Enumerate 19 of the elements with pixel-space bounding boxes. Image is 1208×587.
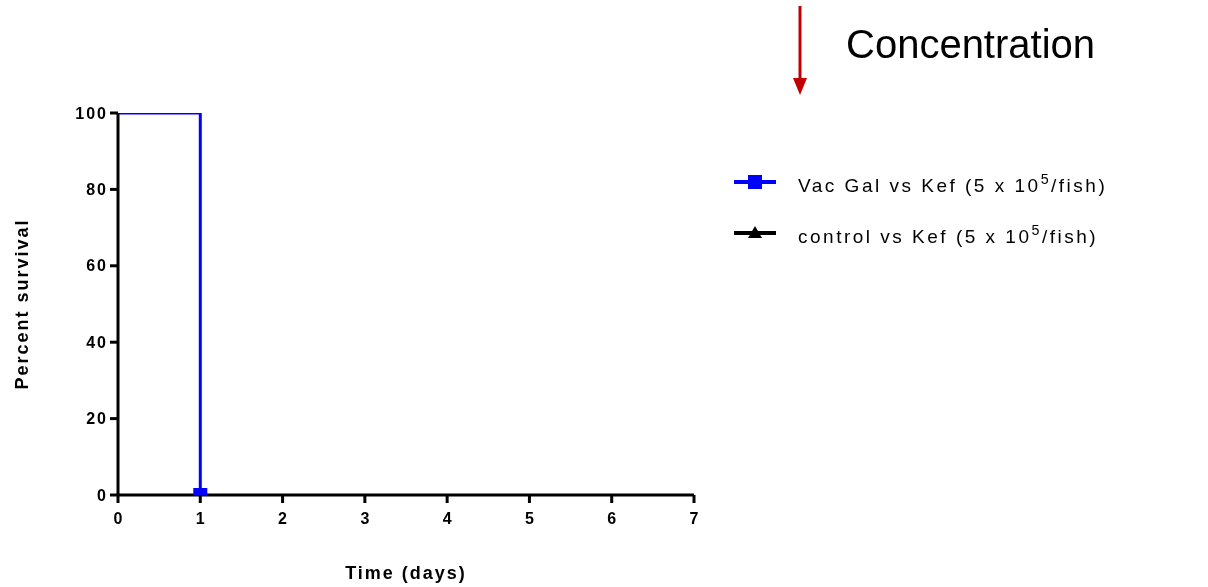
y-axis-title: Percent survival — [12, 218, 33, 390]
x-tick-label: 3 — [360, 510, 370, 528]
y-tick-label: 40 — [86, 333, 108, 351]
x-axis-title: Time (days) — [345, 563, 467, 583]
x-tick-label: 7 — [689, 510, 699, 528]
y-tick-label: 0 — [97, 486, 108, 504]
y-tick-label: 20 — [86, 410, 108, 428]
legend-label: Vac Gal vs Kef (5 x 10$^{5}$/fish) — [798, 171, 1108, 196]
x-tick-label: 2 — [278, 510, 288, 528]
x-tick-label: 0 — [113, 510, 123, 528]
legend-label: control vs Kef (5 x 10$^{5}$/fish) — [798, 222, 1099, 247]
x-tick-label: 1 — [195, 510, 205, 528]
y-tick-label: 80 — [86, 181, 108, 199]
text: Concentration — [846, 22, 1096, 67]
y-tick-label: 60 — [86, 257, 108, 275]
x-tick-label: 6 — [607, 510, 617, 528]
x-tick-label: 4 — [442, 510, 452, 528]
x-tick-label: 5 — [524, 510, 534, 528]
y-tick-label: 100 — [75, 104, 108, 122]
